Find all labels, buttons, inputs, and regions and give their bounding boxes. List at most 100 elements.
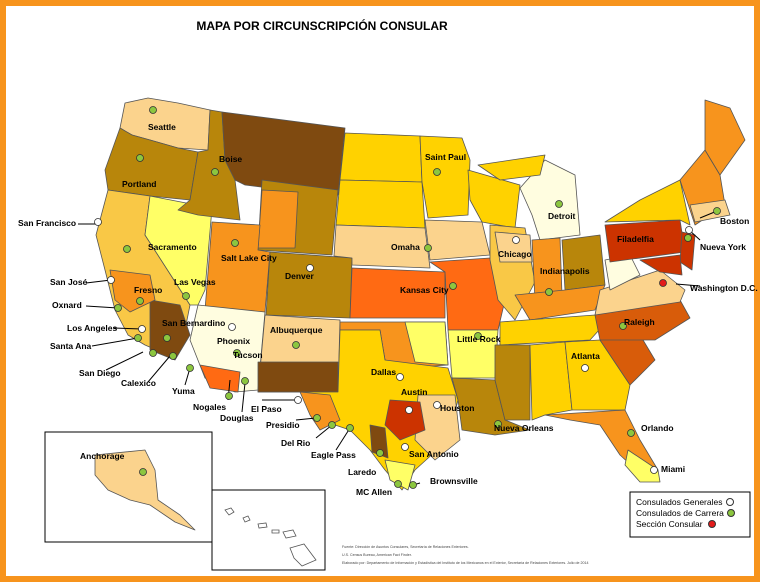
state-new-york	[604, 179, 691, 226]
legend-item-label-general: Consulados Generales	[636, 497, 722, 507]
marker-orlando	[627, 429, 635, 437]
marker-el-paso	[294, 396, 302, 404]
marker-kansas-city	[449, 282, 457, 290]
marker-san-bernardino	[163, 334, 171, 342]
label-eagle-pass: Eagle Pass	[311, 450, 356, 460]
marker-austin	[405, 406, 413, 414]
marker-chicago	[512, 236, 520, 244]
label-san-antonio: San Antonio	[409, 449, 459, 459]
label-raleigh: Raleigh	[624, 317, 655, 327]
marker-phoenix	[228, 323, 236, 331]
state-maryland	[639, 254, 683, 276]
label-seattle: Seattle	[148, 122, 176, 132]
state-wisconsin	[467, 169, 521, 229]
marker-tucson	[233, 349, 241, 357]
map-title: MAPA POR CIRCUNSCRIPCIÓN CONSULAR	[196, 18, 448, 33]
label-miami: Miami	[661, 464, 685, 474]
marker-filadelfia	[684, 234, 692, 242]
state-alabama	[529, 341, 573, 421]
state-mississippi	[494, 344, 531, 421]
label-calexico: Calexico	[121, 378, 156, 388]
marker-san-francisco	[94, 218, 102, 226]
marker-portland	[136, 154, 144, 162]
state-arizona-south	[199, 364, 241, 393]
state-texas-mcallen	[384, 459, 416, 491]
marker-boston	[713, 207, 721, 215]
state-michigan	[519, 159, 581, 241]
label-salt-lake-city: Salt Lake City	[221, 253, 277, 263]
label-nogales: Nogales	[193, 402, 226, 412]
label-san-diego: San Diego	[79, 368, 121, 378]
label-houston: Houston	[440, 403, 474, 413]
label-brownsville: Brownsville	[430, 476, 478, 486]
marker-denver	[306, 264, 314, 272]
label-san-bernardino: San Bernardino	[162, 318, 225, 328]
state-nebraska	[333, 224, 431, 269]
marker-anchorage	[139, 468, 147, 476]
marker-douglas	[241, 377, 249, 385]
state-kansas	[349, 267, 446, 319]
label-atlanta: Atlanta	[571, 351, 600, 361]
label-san-francisco: San Francisco	[18, 218, 76, 228]
state-texas-austin	[384, 399, 426, 441]
marker-atlanta	[581, 364, 589, 372]
state-oklahoma-east	[404, 321, 449, 366]
label-washington-d-c: Washington D.C.	[690, 283, 758, 293]
marker-boise	[211, 168, 219, 176]
state-wyoming-inner	[257, 189, 299, 249]
label-del-rio: Del Rio	[281, 438, 310, 448]
city-labels: Seattle Portland Boise San Francisco Sacrame…	[18, 122, 758, 497]
marker-washington-d-c	[659, 279, 667, 287]
marker-detroit	[555, 200, 563, 208]
marker-oxnard	[114, 304, 122, 312]
label-denver: Denver	[285, 271, 315, 281]
marker-yuma	[186, 364, 194, 372]
label-presidio: Presidio	[266, 420, 300, 430]
marker-fresno	[136, 297, 144, 305]
label-mc-allen: MC Allen	[356, 487, 392, 497]
marker-little-rock	[474, 332, 482, 340]
label-kansas-city: Kansas City	[400, 285, 449, 295]
label-indianapolis: Indianapolis	[540, 266, 590, 276]
label-austin: Austin	[401, 387, 427, 397]
marker-laredo	[376, 449, 384, 457]
state-colorado	[265, 251, 353, 319]
consulate-markers	[94, 106, 721, 489]
source-line-3: Elaborado por: Departamento de Informaci…	[342, 561, 589, 565]
source-notes: Fuente: Dirección de Asuntos Consulares,…	[342, 545, 589, 565]
legend-general-dot	[726, 498, 734, 506]
label-saint-paul: Saint Paul	[425, 152, 466, 162]
marker-raleigh	[619, 322, 627, 330]
label-orlando: Orlando	[641, 423, 674, 433]
legend-consular-dot	[708, 520, 716, 528]
marker-dallas	[396, 373, 404, 381]
marker-san-jos	[107, 276, 115, 284]
state-new-jersey	[679, 231, 696, 271]
marker-saint-paul	[433, 168, 441, 176]
marker-mc-allen	[394, 480, 402, 488]
legend-career-dot	[727, 509, 735, 517]
label-san-jos: San José	[50, 277, 88, 287]
state-texas-laredo	[369, 424, 389, 459]
marker-los-angeles	[138, 325, 146, 333]
label-boston: Boston	[720, 216, 749, 226]
state-new-mexico-south	[257, 361, 339, 393]
marker-santa-ana	[134, 334, 142, 342]
label-el-paso: El Paso	[251, 404, 282, 414]
marker-brownsville	[409, 481, 417, 489]
label-sacramento: Sacramento	[148, 242, 197, 252]
label-chicago: Chicago	[498, 249, 532, 259]
label-portland: Portland	[122, 179, 156, 189]
marker-salt-lake-city	[231, 239, 239, 247]
state-south-dakota	[335, 179, 426, 229]
label-albuquerque: Albuquerque	[270, 325, 323, 335]
marker-nueva-york	[685, 226, 693, 234]
state-georgia	[564, 339, 631, 411]
label-santa-ana: Santa Ana	[50, 341, 92, 351]
label-boise: Boise	[219, 154, 242, 164]
marker-omaha	[424, 244, 432, 252]
state-ohio	[561, 234, 606, 291]
marker-san-diego	[149, 349, 157, 357]
marker-san-antonio	[401, 443, 409, 451]
